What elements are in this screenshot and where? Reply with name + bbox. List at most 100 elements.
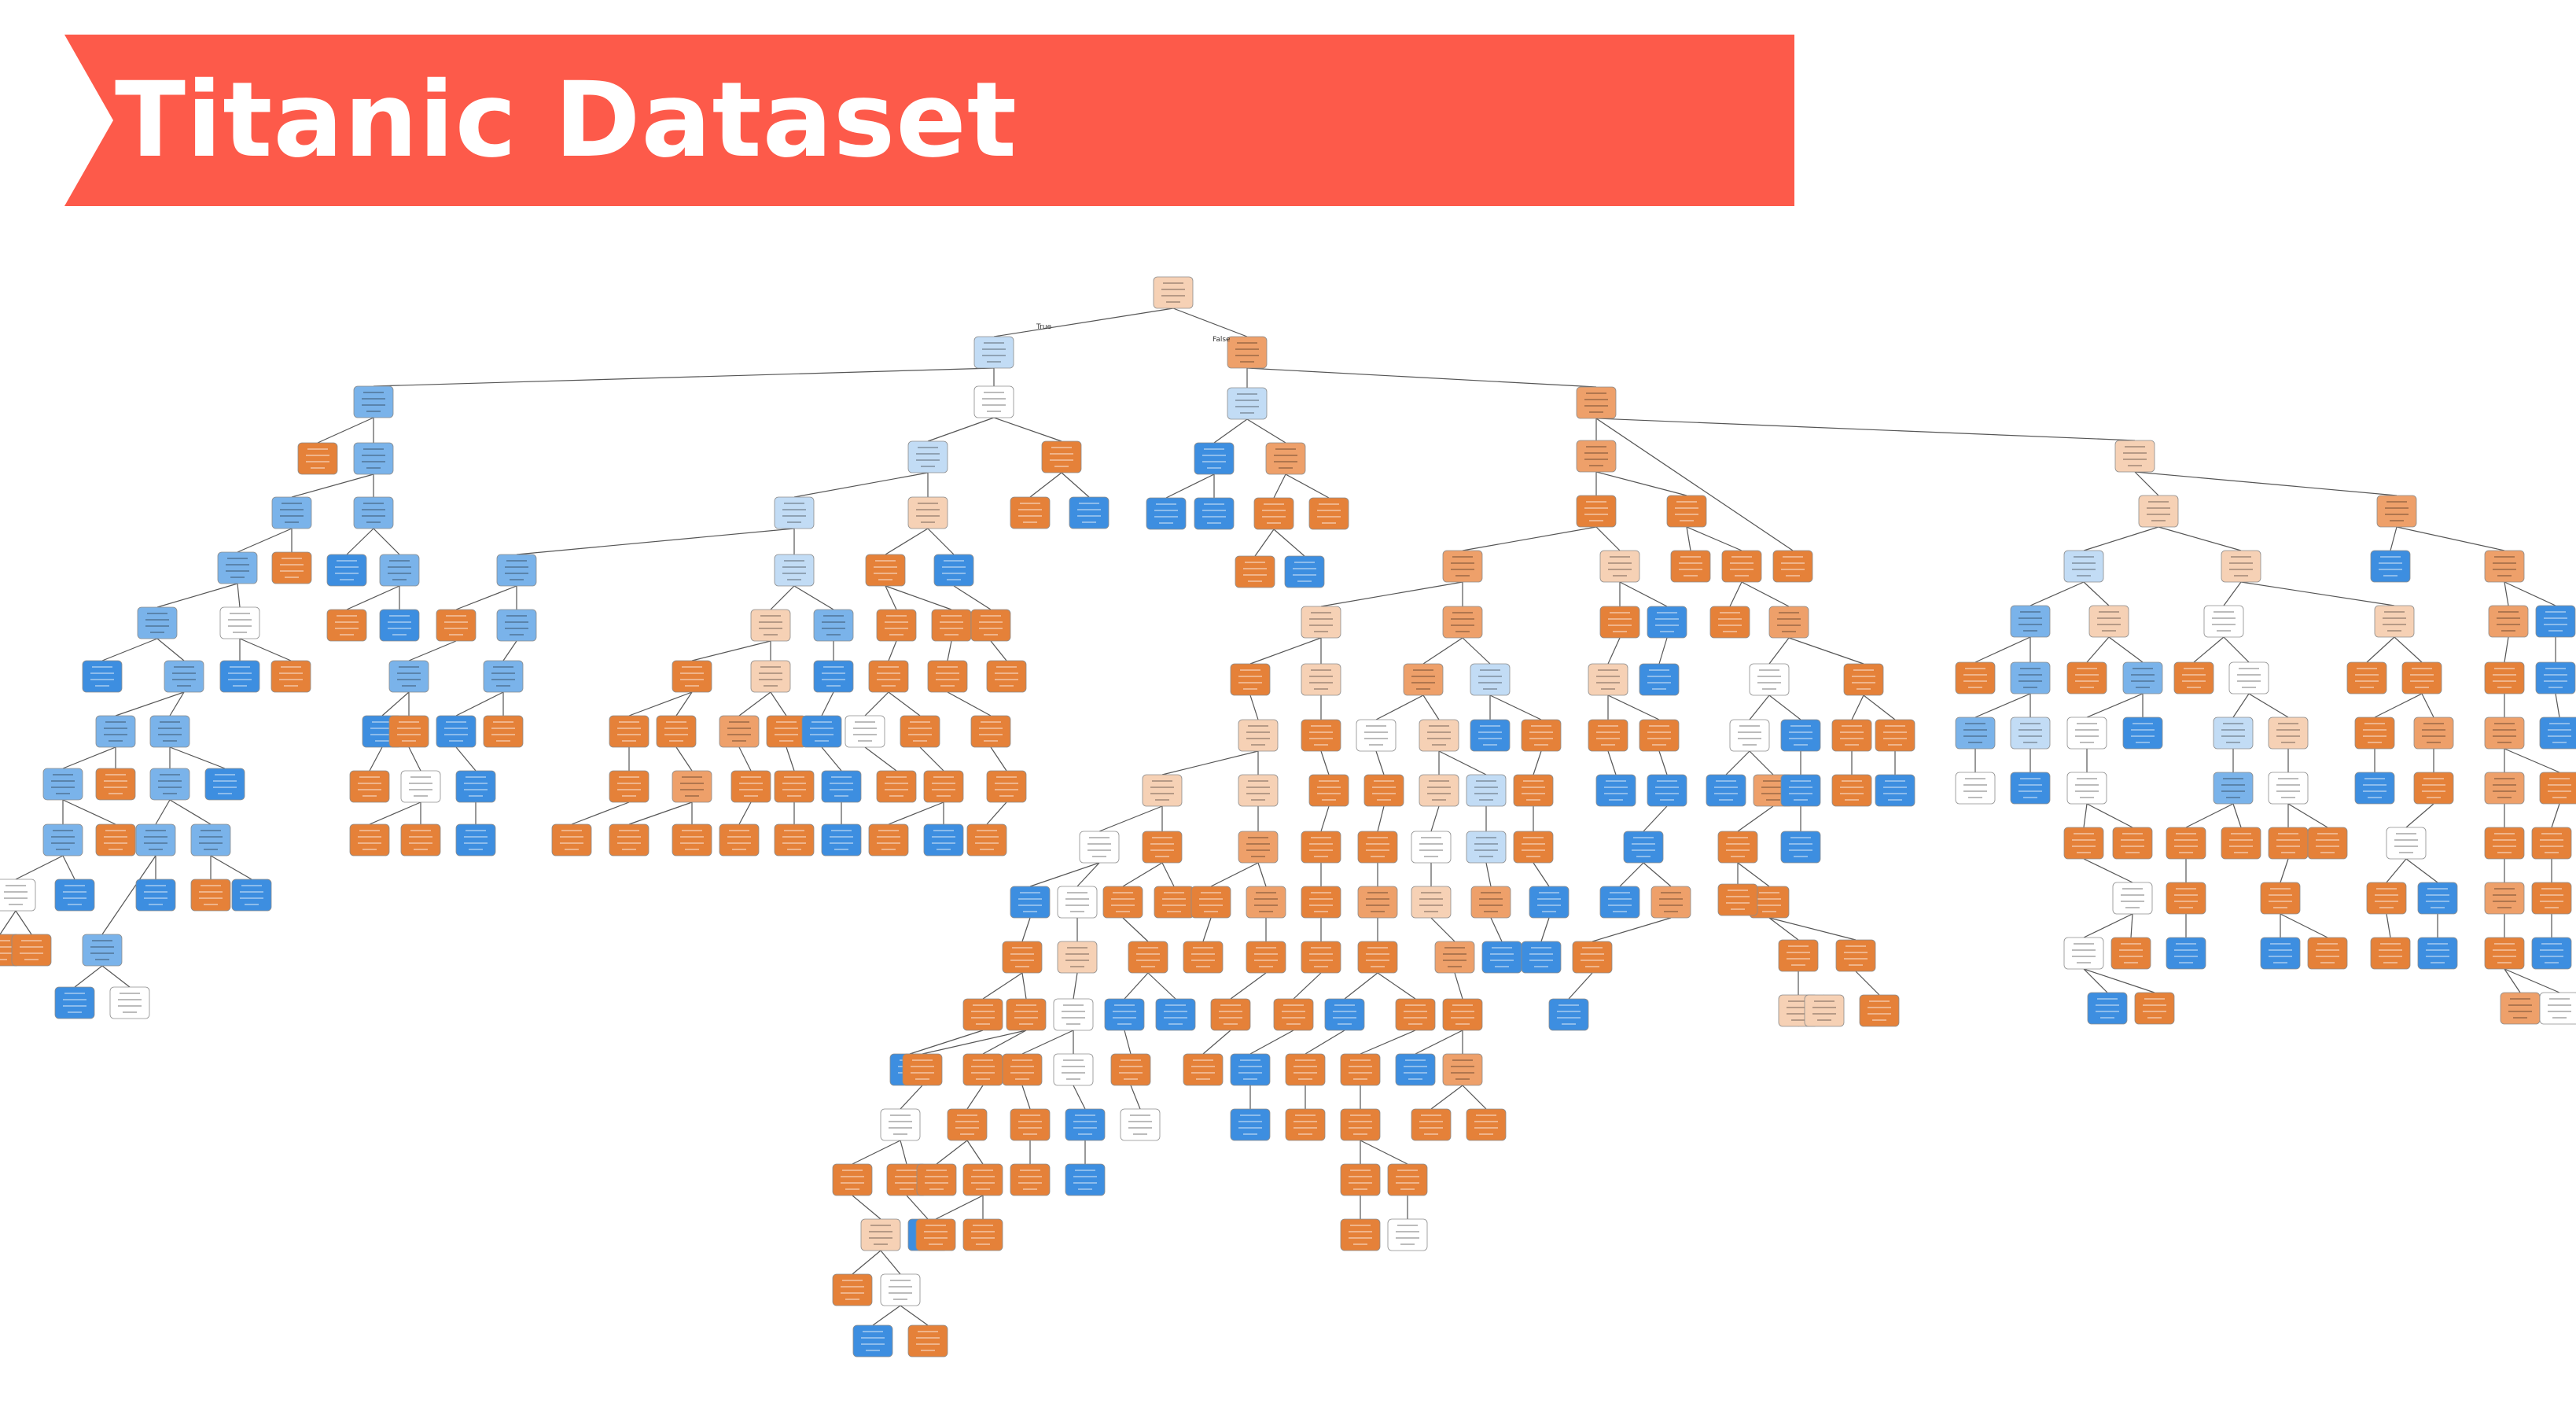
tree-node-box [2374, 605, 2415, 638]
tree-node-box [190, 823, 231, 857]
tree-node-box [2370, 550, 2411, 583]
tree-node-box [95, 768, 136, 801]
title-banner: Titanic Dataset [64, 35, 1794, 206]
tree-node-box [1230, 1053, 1271, 1086]
tree-node [353, 496, 394, 529]
tree-node-box [135, 823, 176, 857]
tree-node [986, 660, 1027, 693]
tree-node-box [1154, 886, 1194, 919]
tree-node [2366, 882, 2407, 915]
tree-node-box [970, 609, 1011, 642]
tree-node [2260, 937, 2301, 970]
tree-edge [1273, 529, 1305, 557]
tree-edge [101, 965, 131, 988]
tree-node [962, 1053, 1003, 1086]
tree-node-box [1831, 719, 1872, 752]
tree-node [1356, 719, 1397, 752]
tree-node [1403, 663, 1444, 696]
tree-node-box [1831, 774, 1872, 807]
tree-edge [1568, 972, 1593, 1000]
tree-node [1230, 1053, 1271, 1086]
tree-node-box [217, 551, 258, 584]
tree-edge [2185, 803, 2234, 828]
tree-node [821, 823, 862, 857]
tree-node [2488, 605, 2529, 638]
tree-edge [936, 1140, 968, 1165]
tree-node [2112, 827, 2153, 860]
tree-node-box [2112, 827, 2153, 860]
tree-edge [864, 746, 897, 772]
tree-node [801, 715, 842, 748]
tree-node-box [1002, 1053, 1043, 1086]
tree-edge [1607, 637, 1621, 665]
tree-node [1340, 1163, 1381, 1196]
tree-node [483, 715, 524, 748]
tree-node [1010, 1108, 1051, 1141]
tree-node-box [1875, 774, 1915, 807]
slide-title: Titanic Dataset [115, 60, 1018, 181]
tree-node-box [2221, 550, 2261, 583]
tree-node-box [2417, 882, 2458, 915]
tree-node [2114, 440, 2155, 473]
tree-node [2484, 550, 2525, 583]
tree-node-box [135, 879, 176, 912]
tree-node-box [2063, 550, 2104, 583]
tree-node [1647, 606, 1687, 639]
tree-node-box [379, 609, 420, 642]
tree-node-box [2166, 827, 2206, 860]
tree-node-box [1301, 886, 1341, 919]
tree-edge [1377, 805, 1385, 832]
tree-node-box [852, 1324, 893, 1358]
tree-edge [502, 640, 517, 661]
tree-node [1470, 886, 1511, 919]
tree-node [962, 1163, 1003, 1196]
tree-node-box [860, 1218, 901, 1251]
tree-node [42, 768, 83, 801]
tree-edge [990, 746, 1007, 772]
tree-edge [2240, 581, 2395, 606]
tree-node-box [2413, 772, 2454, 805]
tree-edge [990, 640, 1007, 661]
tree-edge [1607, 750, 1617, 775]
tree-node-box [1955, 772, 1996, 805]
tree-edge [864, 691, 889, 717]
tree-node-box [923, 823, 964, 857]
tree-node [1301, 831, 1341, 864]
tree-node [1717, 831, 1758, 864]
tree-node [0, 879, 36, 912]
tree-edge [993, 417, 1062, 442]
tree-node-box [1639, 663, 1680, 696]
tree-node-box [95, 715, 136, 748]
tree-node [2531, 827, 2572, 860]
tree-edge [1246, 418, 1286, 444]
tree-node-box [455, 823, 496, 857]
tree-node [902, 1053, 943, 1086]
tree-node-box [774, 823, 815, 857]
tree-edge [1161, 750, 1259, 775]
tree-edge [675, 746, 693, 772]
tree-node-box [436, 609, 477, 642]
tree-node [2066, 661, 2107, 694]
tree-edge [210, 855, 252, 880]
tree-node-box [483, 660, 524, 693]
tree-node-box [962, 1218, 1003, 1251]
tree-node-box [1227, 387, 1268, 420]
tree-edge [1124, 1030, 1132, 1055]
tree-node [845, 715, 885, 748]
tree-edge [2083, 858, 2133, 883]
tree-node [95, 823, 136, 857]
tree-edge [1377, 972, 1416, 1000]
tree-node [1301, 719, 1341, 752]
tree-node [609, 715, 650, 748]
tree-node-box [1053, 1053, 1094, 1086]
tree-node [1142, 774, 1183, 807]
tree-node-box [672, 770, 712, 803]
tree-node-box [1155, 998, 1196, 1031]
tree-node [1006, 998, 1047, 1031]
tree-node [933, 554, 974, 587]
tree-edge [986, 801, 1007, 825]
tree-node-box [1419, 719, 1459, 752]
tree-node-box [1442, 1053, 1483, 1086]
tree-node-box [1356, 719, 1397, 752]
tree-edge [922, 1030, 1027, 1055]
